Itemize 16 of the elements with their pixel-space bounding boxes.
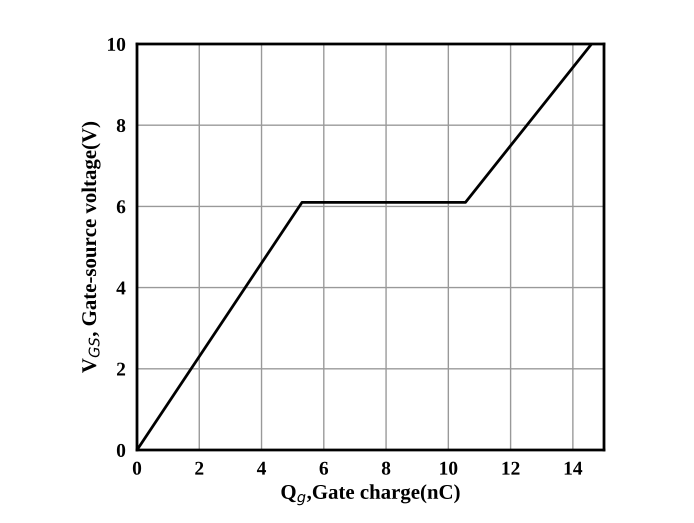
y-axis-title: V$_{GS}$, Gate-source voltage(V) [82,122,101,373]
x-tick-label: 14 [564,462,582,475]
y-tick-label: 8 [116,119,126,132]
y-tick-label: 2 [116,362,126,376]
x-tick-label: 12 [502,462,520,475]
y-tick-label: 4 [116,282,126,294]
x-tick-label: 4 [256,462,266,475]
x-tick-label: 8 [382,462,390,475]
x-tick-label: 10 [440,462,458,475]
y-tick-label: 6 [116,200,126,214]
y-tick-label: 0 [116,444,126,457]
x-tick-label: 2 [195,462,204,475]
x-tick-label: 0 [132,462,142,475]
y-tick-label: 10 [108,38,126,51]
x-axis-title: Q$_{g}$,Gate charge(nC) [281,484,460,506]
x-tick-label: 6 [320,462,328,475]
